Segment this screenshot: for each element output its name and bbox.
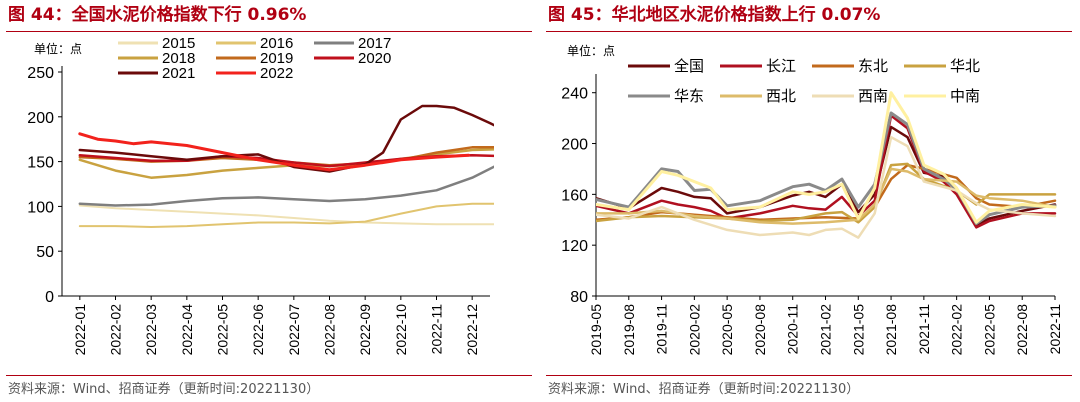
legend-label: 2020 xyxy=(358,50,391,67)
legend-label: 2015 xyxy=(162,35,195,52)
regional-cement-price-chart: 80 120 160 200 240 单位：点 2019-05 2019-08 2019-11 2… xyxy=(561,43,1063,356)
x-tick-label: 2021-11 xyxy=(916,304,932,355)
title-divider xyxy=(6,31,532,32)
x-tick-label: 2022-07 xyxy=(286,304,302,356)
title-divider xyxy=(546,31,1072,32)
y-tick-label: 80 xyxy=(570,289,588,306)
x-tick-label: 2022-04 xyxy=(179,304,195,356)
legend-label: 西北 xyxy=(766,88,796,105)
source-divider xyxy=(546,375,1072,376)
legend-label: 中南 xyxy=(950,88,980,105)
legend-label: 2019 xyxy=(260,50,293,67)
series-line-2016 xyxy=(78,202,494,228)
x-tick-label: 2022-05 xyxy=(981,304,997,356)
x-tick-label: 2020-02 xyxy=(686,304,702,356)
legend-label: 华北 xyxy=(950,58,980,75)
legend-label: 2016 xyxy=(260,35,293,52)
y-tick-label: 200 xyxy=(27,110,54,127)
x-tick-label: 2022-09 xyxy=(357,304,373,356)
legend-label: 东北 xyxy=(858,58,888,75)
legend-label: 2021 xyxy=(162,65,195,82)
y-tick-label: 160 xyxy=(561,187,588,204)
x-tick-label: 2022-12 xyxy=(464,304,480,356)
y-tick-label: 240 xyxy=(561,86,588,103)
series-group xyxy=(596,91,1057,239)
y-tick-label: 250 xyxy=(27,65,54,82)
series-line-2022 xyxy=(78,132,471,172)
x-tick-label: 2019-08 xyxy=(621,304,637,356)
series-line-2015 xyxy=(78,204,494,226)
series-line-西南 xyxy=(596,135,1057,239)
x-tick-label: 2020-05 xyxy=(719,304,735,356)
national-cement-price-chart: 0 50 100 150 200 250 单位：点 2022-01 2022-02 2022-03… xyxy=(27,35,494,356)
series-line-长江 xyxy=(596,114,1057,229)
x-tick-label: 2021-05 xyxy=(850,304,866,356)
y-tick-label: 150 xyxy=(27,155,54,172)
x-tick-label: 2022-10 xyxy=(393,304,409,356)
x-tick-label: 2022-11 xyxy=(1047,304,1063,355)
x-tick-label: 2020-08 xyxy=(752,304,768,356)
y-tick-label: 0 xyxy=(45,289,54,306)
legend-label: 2018 xyxy=(162,50,195,67)
x-tick-label: 2022-08 xyxy=(322,304,338,356)
y-axis-unit-label: 单位：点 xyxy=(34,41,82,56)
x-tick-label: 2022-05 xyxy=(215,304,231,356)
y-tick-label: 120 xyxy=(561,238,588,255)
x-tick-label: 2021-02 xyxy=(818,304,834,356)
legend-label: 西南 xyxy=(858,88,888,105)
figure-title: 图 45：华北地区水泥价格指数上行 0.07% xyxy=(548,5,881,25)
series-line-2017 xyxy=(78,165,494,207)
x-tick-label: 2020-11 xyxy=(785,304,801,355)
y-tick-label: 50 xyxy=(36,244,54,261)
chart-panel-national: 图 44：全国水泥价格指数下行 0.96% 0 50 100 150 200 250 单位：… xyxy=(6,5,532,397)
x-tick-label: 2019-11 xyxy=(654,304,670,355)
source-divider xyxy=(6,375,532,376)
legend-label: 2017 xyxy=(358,35,391,52)
x-tick-label: 2022-01 xyxy=(72,304,88,356)
y-tick-label: 100 xyxy=(27,199,54,216)
x-tick-label: 2022-02 xyxy=(949,304,965,356)
x-tick-label: 2022-06 xyxy=(250,304,266,356)
x-tick-label: 2019-05 xyxy=(588,304,604,356)
legend-label: 华东 xyxy=(674,88,704,105)
series-line-中南 xyxy=(596,91,1057,224)
chart-panel-north-china: 图 45：华北地区水泥价格指数上行 0.07% 80 120 160 200 240 单位… xyxy=(540,0,1080,402)
source-note: 资料来源：Wind、招商证券（更新时间:20221130） xyxy=(8,382,320,397)
figure-title: 图 44：全国水泥价格指数下行 0.96% xyxy=(8,5,307,25)
series-line-西北 xyxy=(596,167,1057,225)
legend-label: 2022 xyxy=(260,65,293,82)
x-tick-label: 2022-08 xyxy=(1014,304,1030,356)
source-note: 资料来源：Wind、招商证券（更新时间:20221130） xyxy=(548,382,860,397)
legend-label: 全国 xyxy=(674,57,704,75)
x-tick-label: 2021-08 xyxy=(883,304,899,356)
y-tick-label: 200 xyxy=(561,137,588,154)
x-tick-label: 2022-11 xyxy=(429,304,445,355)
y-axis-unit-label: 单位：点 xyxy=(567,43,615,58)
series-group xyxy=(78,104,494,228)
x-tick-label: 2022-03 xyxy=(143,304,159,356)
x-tick-label: 2022-02 xyxy=(108,304,124,356)
legend-label: 长江 xyxy=(766,58,796,75)
